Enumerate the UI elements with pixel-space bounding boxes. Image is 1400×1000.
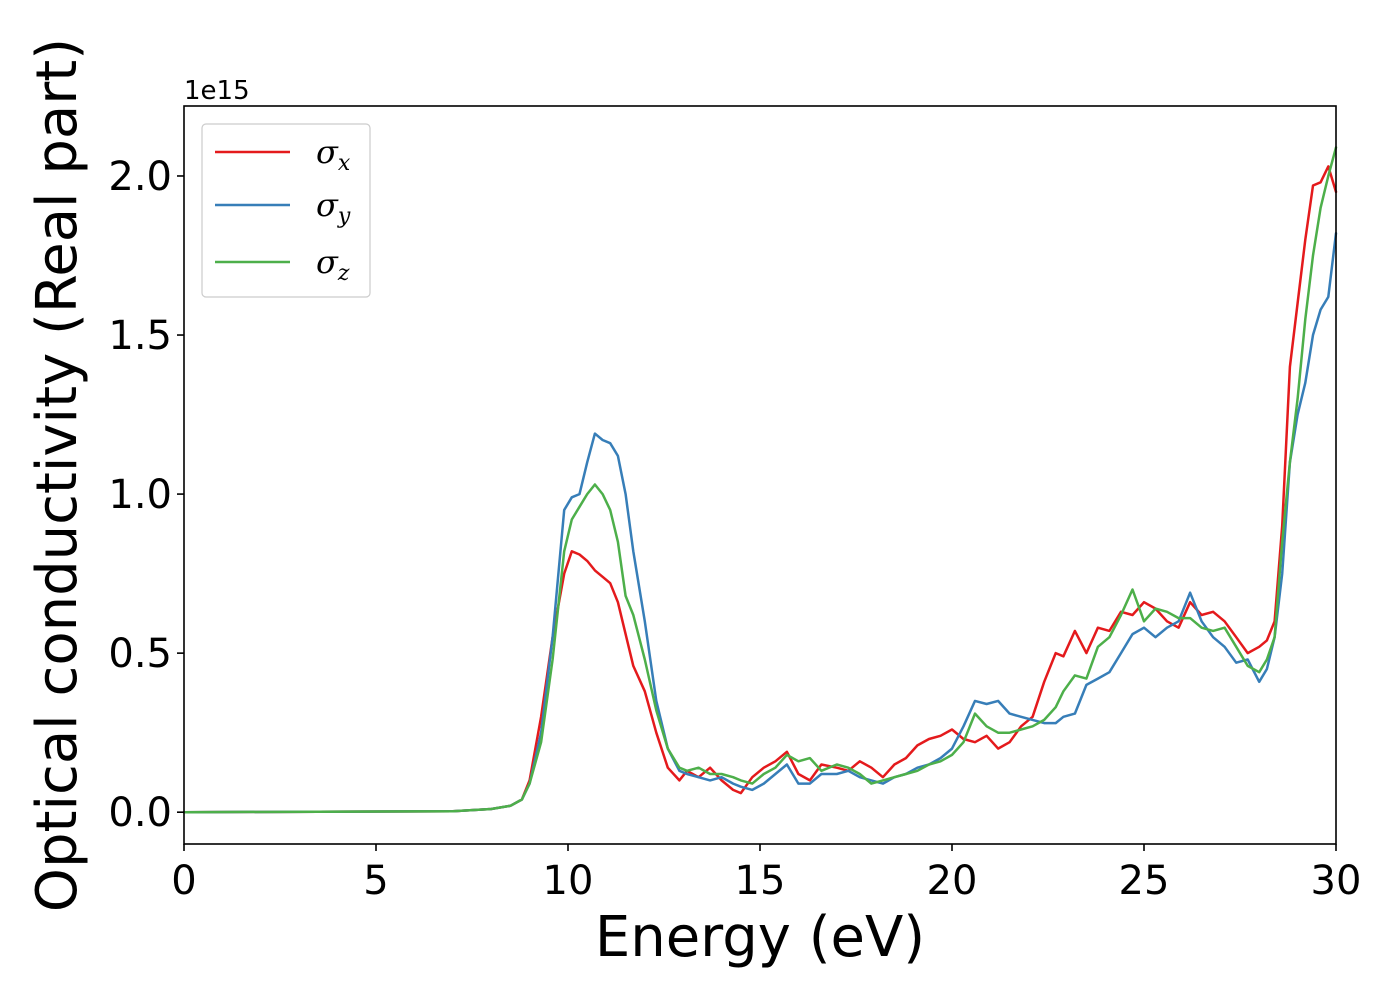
y-axis-ticks: 0.0 0.5 1.0 1.5 2.0 bbox=[108, 154, 184, 836]
x-axis-label: Energy (eV) bbox=[595, 905, 925, 970]
svg-text:σz: σz bbox=[316, 243, 350, 286]
y-tick-label: 1.5 bbox=[108, 313, 172, 359]
legend-box bbox=[201, 123, 371, 298]
x-tick-label: 5 bbox=[363, 858, 388, 904]
x-tick-label: 30 bbox=[1311, 858, 1362, 904]
svg-text:σx: σx bbox=[316, 133, 351, 176]
x-tick-label: 25 bbox=[1119, 858, 1170, 904]
x-tick-label: 0 bbox=[171, 858, 196, 904]
y-offset-label: 1e15 bbox=[184, 76, 250, 106]
x-tick-label: 20 bbox=[927, 858, 978, 904]
legend-sub-sigma-x: x bbox=[338, 151, 351, 176]
legend-entry-sigma-z: σz bbox=[215, 243, 350, 286]
svg-text:σy: σy bbox=[316, 186, 351, 229]
x-tick-label: 10 bbox=[543, 858, 594, 904]
sigma-z-line bbox=[182, 146, 1338, 814]
series-layer bbox=[182, 146, 1338, 814]
sigma-x-line bbox=[182, 165, 1338, 814]
legend: σx σy σz bbox=[201, 123, 371, 298]
legend-sub-sigma-z: z bbox=[337, 261, 350, 286]
legend-label-sigma-x: σ bbox=[316, 133, 339, 171]
legend-entry-sigma-x: σx bbox=[215, 133, 351, 176]
y-tick-label: 2.0 bbox=[108, 154, 172, 200]
y-tick-label: 1.0 bbox=[108, 472, 172, 518]
legend-label-sigma-y: σ bbox=[316, 186, 339, 224]
x-axis-ticks: 0 5 10 15 20 25 30 bbox=[171, 844, 1361, 904]
x-tick-label: 15 bbox=[735, 858, 786, 904]
y-tick-label: 0.0 bbox=[108, 790, 172, 836]
legend-entry-sigma-y: σy bbox=[215, 186, 351, 229]
legend-sub-sigma-y: y bbox=[337, 204, 351, 229]
legend-label-sigma-z: σ bbox=[316, 243, 339, 281]
y-axis-label: Optical conductivity (Real part) bbox=[25, 38, 90, 912]
y-tick-label: 0.5 bbox=[108, 631, 172, 677]
